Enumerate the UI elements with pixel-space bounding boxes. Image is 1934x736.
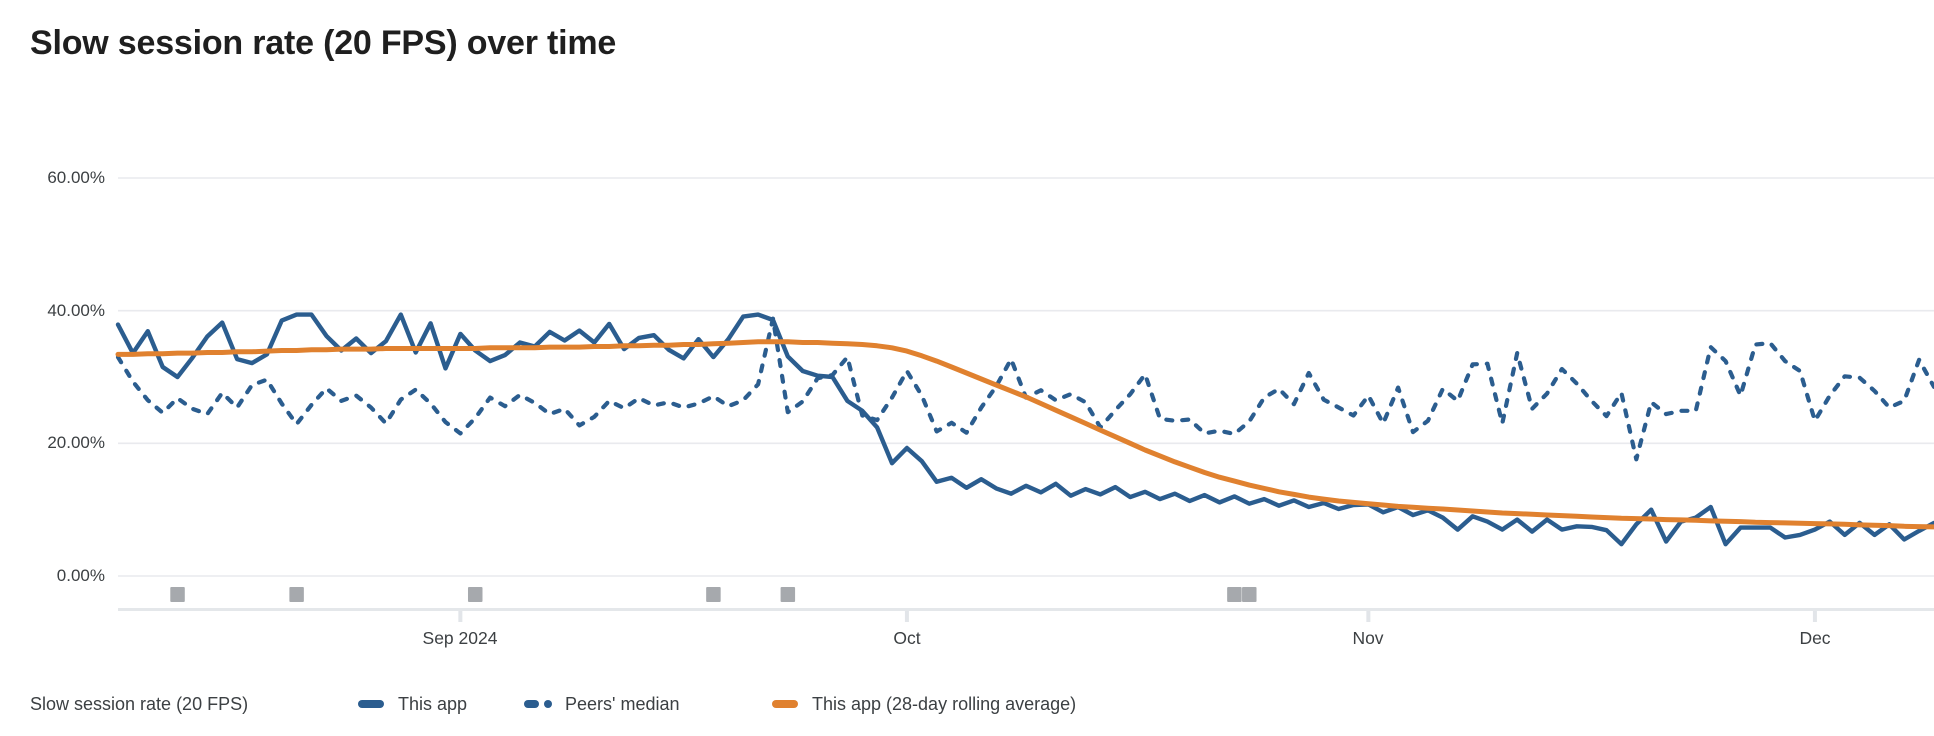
peers-median-dash-swatch-icon: [544, 700, 552, 708]
legend-item-label: This app (28-day rolling average): [812, 694, 1077, 714]
rolling-average-line-swatch-icon: [772, 700, 798, 708]
x-axis-label-nov: Nov: [1352, 628, 1384, 648]
this-app-line-swatch-icon: [358, 700, 384, 708]
series-line-peers-median: [115, 316, 1934, 462]
peers-median-dash-swatch-icon: [524, 700, 539, 708]
release-marker[interactable]: [170, 587, 185, 602]
release-marker[interactable]: [706, 587, 721, 602]
legend-item-this-app: This app: [358, 689, 467, 719]
y-axis-label-20: 20.00%: [47, 433, 105, 452]
legend-metric-label: Slow session rate (20 FPS): [30, 694, 249, 714]
x-axis-label-oct: Oct: [893, 628, 921, 648]
series-line-this-app-28-day-rolling-average-: [115, 339, 1934, 530]
series-line-this-app: [115, 312, 1934, 547]
y-axis-label-40: 40.00%: [47, 301, 105, 320]
release-marker[interactable]: [1242, 587, 1257, 602]
y-axis-label-60: 60.00%: [47, 168, 105, 187]
chart-legend: Slow session rate (20 FPS) This app Peer…: [0, 689, 1934, 719]
release-marker[interactable]: [289, 587, 304, 602]
chart-title: Slow session rate (20 FPS) over time: [30, 24, 617, 62]
release-marker[interactable]: [1227, 587, 1242, 602]
release-marker[interactable]: [467, 587, 483, 602]
legend-item-peers-median: Peers' median: [524, 689, 680, 719]
legend-item-rolling-average: This app (28-day rolling average): [772, 689, 1076, 719]
legend-item-label: This app: [398, 694, 468, 714]
x-axis-label-dec: Dec: [1799, 628, 1831, 648]
x-axis-label-sep: Sep 2024: [422, 628, 498, 648]
release-marker[interactable]: [780, 587, 796, 602]
y-axis-label-0: 0.00%: [56, 566, 105, 585]
legend-item-label: Peers' median: [565, 694, 680, 714]
